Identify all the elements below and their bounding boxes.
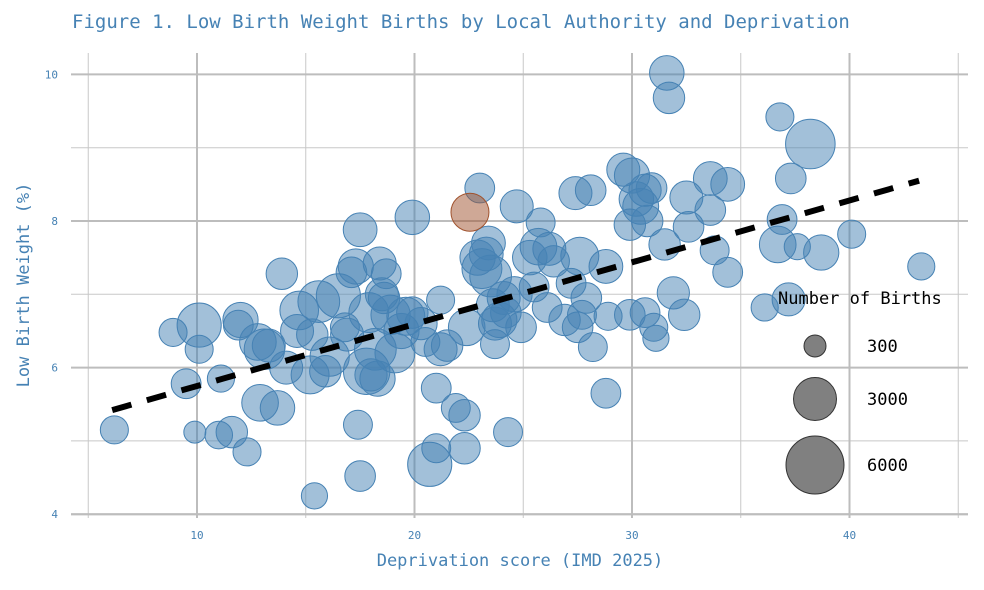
- data-bubble[interactable]: [300, 482, 329, 510]
- data-bubble[interactable]: [574, 174, 607, 207]
- data-bubble[interactable]: [771, 282, 806, 317]
- highlighted-bubble[interactable]: [450, 192, 490, 232]
- data-bubble[interactable]: [344, 460, 376, 492]
- data-bubble[interactable]: [577, 332, 608, 363]
- legend-label: 3000: [867, 390, 908, 410]
- data-bubble[interactable]: [570, 282, 603, 314]
- y-tick-label: 10: [45, 68, 58, 81]
- x-tick-label: 20: [408, 529, 421, 542]
- data-bubble[interactable]: [183, 420, 207, 444]
- data-bubble[interactable]: [765, 102, 795, 132]
- x-axis-label: Deprivation score (IMD 2025): [377, 551, 664, 571]
- data-bubble[interactable]: [420, 372, 452, 404]
- data-bubble[interactable]: [170, 368, 202, 400]
- data-bubble[interactable]: [588, 249, 624, 284]
- data-bubble[interactable]: [265, 257, 299, 290]
- trendline-group: [111, 177, 920, 413]
- data-bubble[interactable]: [394, 199, 431, 236]
- data-bubble[interactable]: [803, 234, 840, 271]
- data-bubble[interactable]: [342, 409, 373, 440]
- legend-title: Number of Births: [778, 289, 942, 309]
- legend: Number of Births 300 3000 6000: [778, 289, 942, 495]
- x-tick-label: 40: [843, 529, 856, 542]
- data-bubble[interactable]: [448, 399, 481, 432]
- legend-label: 300: [867, 337, 898, 357]
- data-bubble[interactable]: [837, 219, 867, 249]
- data-bubble[interactable]: [426, 285, 456, 315]
- data-bubble[interactable]: [590, 377, 622, 409]
- y-axis-label: Low Birth Weight (%): [14, 183, 34, 388]
- data-bubble[interactable]: [631, 204, 664, 238]
- data-bubble[interactable]: [232, 437, 262, 467]
- data-bubble[interactable]: [259, 390, 296, 426]
- x-tick-label: 30: [625, 529, 638, 542]
- data-bubble[interactable]: [448, 432, 481, 465]
- data-bubble[interactable]: [184, 334, 214, 364]
- legend-label: 6000: [867, 456, 908, 476]
- data-bubble[interactable]: [635, 172, 668, 204]
- y-tick-label: 4: [51, 508, 58, 521]
- data-bubble[interactable]: [493, 417, 523, 448]
- legend-bubble: [785, 435, 845, 495]
- data-bubble[interactable]: [907, 252, 936, 281]
- data-bubble[interactable]: [370, 258, 402, 290]
- legend-bubble: [803, 334, 827, 358]
- data-bubble[interactable]: [642, 324, 670, 352]
- chart-title: Figure 1. Low Birth Weight Births by Loc…: [72, 11, 850, 33]
- y-tick-label: 8: [51, 215, 58, 228]
- data-bubble[interactable]: [785, 118, 836, 170]
- data-bubble[interactable]: [672, 211, 705, 243]
- data-bubble[interactable]: [710, 166, 746, 202]
- data-bubble[interactable]: [421, 433, 452, 464]
- data-bubble[interactable]: [342, 212, 378, 248]
- data-bubble[interactable]: [99, 415, 129, 445]
- data-bubble[interactable]: [694, 194, 727, 226]
- data-bubble[interactable]: [652, 81, 686, 115]
- data-bubble[interactable]: [667, 298, 701, 332]
- legend-bubble: [793, 377, 837, 421]
- tick-labels: 10 20 30 40 4 6 8 10: [45, 68, 856, 542]
- y-tick-label: 6: [51, 362, 58, 375]
- data-bubble[interactable]: [499, 189, 534, 224]
- data-bubble[interactable]: [774, 162, 807, 195]
- x-tick-label: 10: [190, 529, 203, 542]
- data-bubble[interactable]: [712, 256, 744, 288]
- trendline: [111, 177, 920, 413]
- data-bubble[interactable]: [505, 311, 537, 344]
